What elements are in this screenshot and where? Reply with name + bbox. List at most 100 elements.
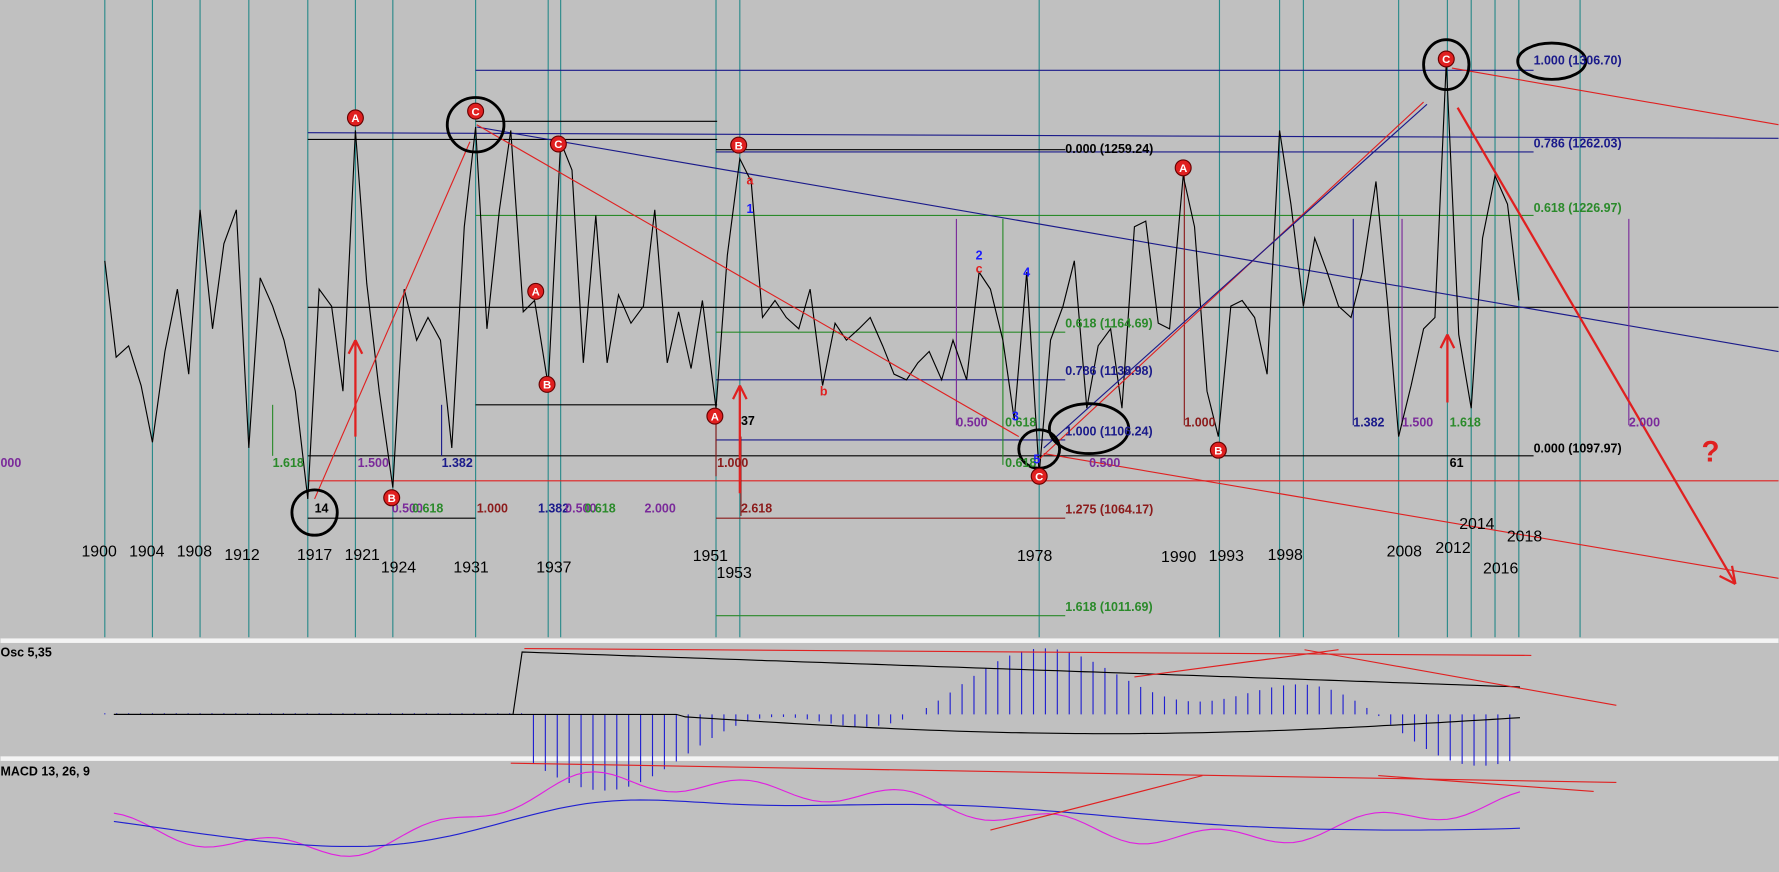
sub-wave-label: 4	[1023, 266, 1030, 280]
macd-line	[113, 799, 1520, 848]
wave-label: B	[388, 493, 396, 505]
fib-label: 1.618 (1011.69)	[1065, 600, 1152, 614]
arrow-head	[1439, 334, 1449, 349]
sub-wave-label: c	[976, 262, 983, 276]
year-label: 2012	[1435, 540, 1470, 557]
ratio-label: 1.382	[1353, 415, 1384, 429]
price-line	[104, 62, 1520, 499]
wave-label: C	[472, 106, 480, 118]
ratio-label: 0.618	[584, 501, 615, 515]
arrow-head	[1719, 575, 1736, 585]
ratio-label: 1.618	[1450, 415, 1481, 429]
year-label: 2014	[1459, 516, 1494, 533]
year-label: 1931	[453, 559, 488, 576]
wave-marker	[1209, 441, 1227, 459]
sub-wave-label: a	[747, 174, 755, 188]
highlight-ellipse	[1047, 402, 1131, 455]
ratio-label: 0.618	[1005, 415, 1036, 429]
ratio-label: 1.618	[273, 456, 304, 470]
trend-line	[1043, 103, 1428, 449]
wave-label: B	[543, 380, 551, 392]
count-label: 14	[315, 501, 329, 515]
wave-marker	[1030, 467, 1048, 485]
arrow-head	[738, 385, 748, 400]
highlight-ellipse	[290, 488, 339, 537]
sub-wave-label: 1	[747, 202, 754, 216]
trend-arrow	[314, 141, 471, 500]
arrow-head	[347, 339, 357, 355]
divergence-line	[524, 648, 1532, 656]
year-label: 2018	[1507, 529, 1542, 546]
ratio-label: 0.500	[956, 415, 987, 429]
arrow-head	[1730, 565, 1737, 585]
year-label: 1937	[536, 559, 571, 576]
year-label: 1921	[345, 547, 380, 564]
year-label: 1904	[129, 543, 164, 560]
fib-label: 0.000 (1259.24)	[1065, 142, 1153, 156]
year-label: 1990	[1161, 549, 1196, 566]
ratio-label: 000	[0, 456, 21, 470]
fib-label: 0.000 (1097.97)	[1534, 441, 1622, 455]
fib-label: 0.786 (1138.98)	[1065, 364, 1152, 378]
ratio-label: 1.500	[358, 456, 389, 470]
arrow-head	[1446, 334, 1456, 349]
ratio-label: 1.382	[442, 456, 473, 470]
ratio-label: 1.500	[1402, 415, 1433, 429]
question-mark: ?	[1701, 435, 1719, 468]
wave-label: A	[711, 411, 719, 423]
trend-line	[1043, 453, 1779, 579]
fib-label: 1.000 (1106.24)	[1065, 424, 1152, 438]
wave-marker	[346, 109, 364, 127]
wave-label: B	[735, 140, 743, 152]
count-label: 37	[741, 414, 755, 428]
divergence-line	[1134, 649, 1339, 678]
ratio-label: 1.382	[538, 501, 569, 515]
wave-label: C	[1035, 471, 1043, 483]
osc-lower	[113, 713, 1521, 735]
year-label: 1917	[297, 547, 332, 564]
wave-label: A	[351, 113, 359, 125]
wave-label: C	[1442, 54, 1450, 66]
ratio-label: 2.618	[741, 501, 772, 515]
ratio-label: 2.000	[645, 501, 676, 515]
sub-wave-label: 2	[976, 249, 983, 263]
wave-marker	[527, 282, 545, 300]
year-label: 1953	[717, 565, 752, 582]
year-label: 1900	[82, 543, 117, 560]
wave-label: C	[554, 139, 562, 151]
panel-separator	[0, 756, 1779, 761]
year-label: 1908	[177, 543, 212, 560]
highlight-ellipse	[1516, 41, 1588, 81]
count-label: 61	[1450, 456, 1464, 470]
wave-marker	[383, 489, 401, 507]
highlight-ellipse	[1422, 38, 1471, 91]
wave-marker	[549, 135, 567, 153]
wave-marker	[730, 136, 748, 154]
wave-marker	[706, 407, 724, 425]
wave-marker	[1437, 50, 1455, 68]
divergence-line	[1304, 649, 1617, 706]
sub-wave-label: 5	[1033, 453, 1040, 467]
wave-label: A	[1179, 163, 1187, 175]
year-label: 1978	[1017, 548, 1052, 565]
panel-title: MACD 13, 26, 9	[0, 765, 89, 779]
ratio-label: 0.500	[565, 501, 596, 515]
year-label: 1924	[381, 559, 416, 576]
year-label: 1993	[1209, 548, 1244, 565]
year-label: 1912	[224, 547, 259, 564]
fib-level	[307, 132, 1779, 139]
year-label: 1998	[1268, 547, 1303, 564]
fib-label: 0.786 (1262.03)	[1534, 136, 1622, 150]
arrow-head	[354, 339, 364, 355]
ratio-label: 0.618	[1005, 456, 1036, 470]
sub-wave-label: 3	[1012, 410, 1019, 424]
ratio-label: 1.000	[717, 456, 748, 470]
divergence-line	[990, 775, 1203, 831]
ratio-label: 0.500	[392, 501, 423, 515]
trend-line	[476, 126, 1779, 353]
ratio-label: 0.618	[412, 501, 443, 515]
divergence-line	[1378, 775, 1594, 793]
